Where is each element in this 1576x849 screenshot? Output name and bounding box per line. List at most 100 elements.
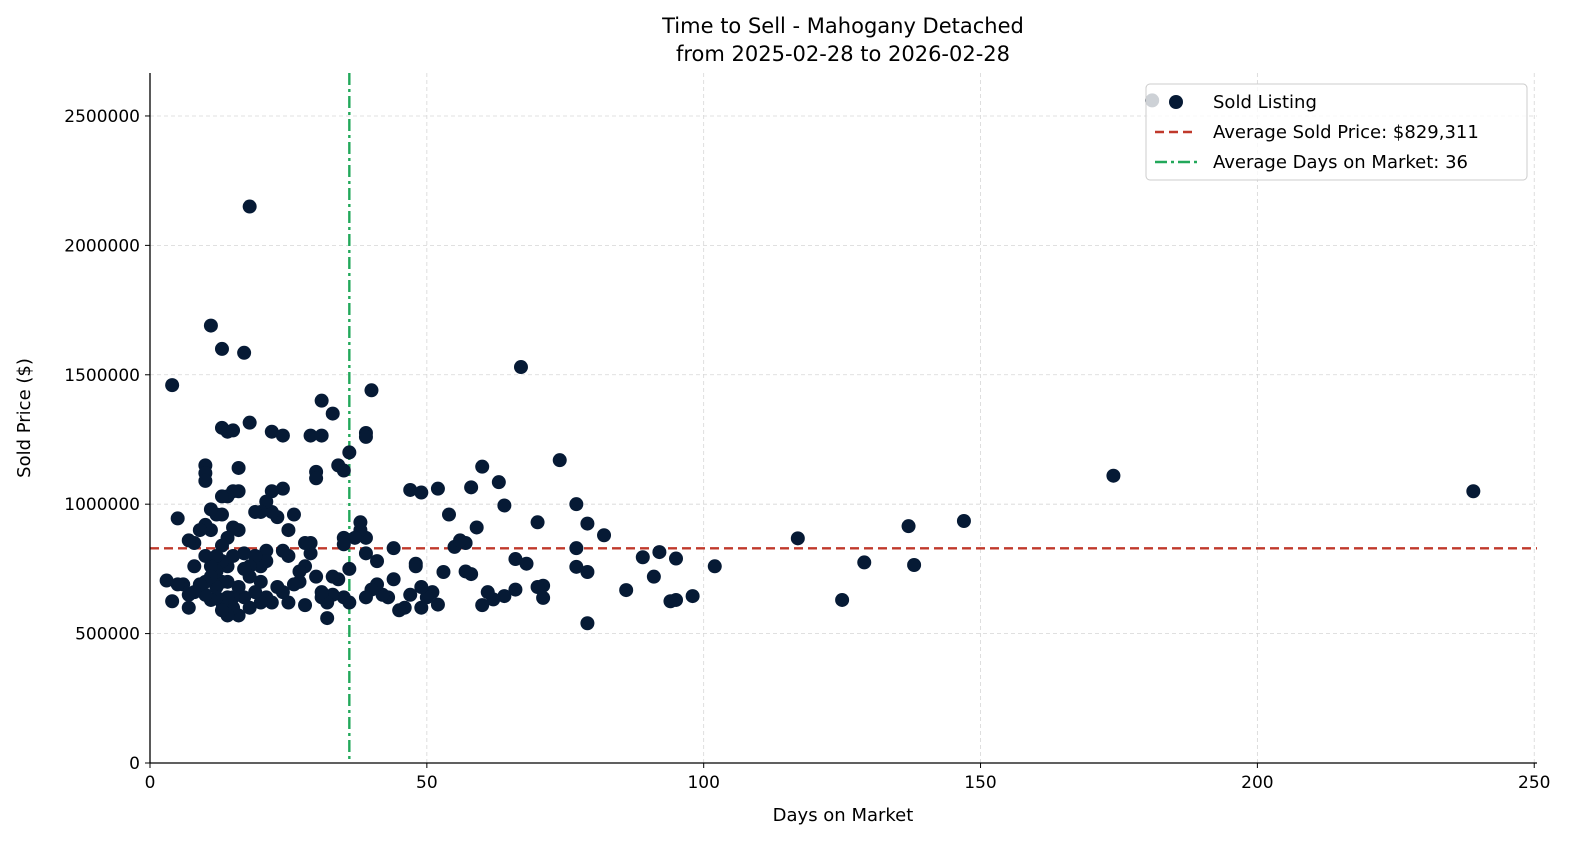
data-point [248, 585, 263, 600]
data-point [259, 494, 274, 509]
data-point [453, 533, 468, 548]
data-point [646, 569, 661, 584]
data-point [408, 559, 423, 574]
data-point [519, 556, 534, 571]
legend-label: Average Sold Price: $829,311 [1213, 122, 1479, 143]
y-axis-label: Sold Price ($) [14, 358, 35, 478]
data-point [619, 583, 634, 598]
data-point [231, 460, 246, 475]
legend: Sold Listing Average Sold Price: $829,311… [1145, 83, 1528, 181]
data-point [314, 428, 329, 443]
data-point [901, 519, 916, 534]
data-point [475, 459, 490, 474]
legend-label: Sold Listing [1213, 92, 1317, 113]
data-point [597, 528, 612, 543]
data-point [242, 600, 257, 615]
data-point [580, 516, 595, 531]
data-point [214, 603, 229, 618]
data-point [214, 538, 229, 553]
data-point [835, 592, 850, 607]
chart-subtitle: from 2025-02-28 to 2026-02-28 [676, 42, 1010, 66]
data-point [375, 587, 390, 602]
legend-box [1145, 83, 1528, 181]
data-point [325, 406, 340, 421]
data-point [170, 511, 185, 526]
data-point [530, 515, 545, 530]
data-point [392, 603, 407, 618]
data-point [226, 423, 241, 438]
data-point [226, 520, 241, 535]
data-point [414, 580, 429, 595]
data-point [491, 475, 506, 490]
data-point [226, 548, 241, 563]
data-point [569, 541, 584, 556]
data-point [1466, 484, 1481, 499]
data-point [552, 453, 567, 468]
data-point [508, 582, 523, 597]
data-point [430, 597, 445, 612]
data-point [430, 481, 445, 496]
data-point [264, 504, 279, 519]
y-tick-label: 1500000 [64, 366, 140, 386]
y-tick-label: 1000000 [64, 495, 140, 515]
data-point [419, 590, 434, 605]
data-point [165, 594, 180, 609]
reference-lines [150, 73, 1537, 763]
data-point [309, 471, 324, 486]
data-point [469, 520, 484, 535]
data-point [497, 589, 512, 604]
data-point [292, 564, 307, 579]
data-point [569, 559, 584, 574]
data-point [253, 574, 268, 589]
data-point [242, 415, 257, 430]
data-point [309, 569, 324, 584]
data-point [685, 589, 700, 604]
data-point [403, 482, 418, 497]
data-point [314, 585, 329, 600]
data-point [198, 587, 213, 602]
data-point [209, 580, 224, 595]
data-point [275, 428, 290, 443]
data-point [253, 595, 268, 610]
data-point [342, 445, 357, 460]
data-point [580, 564, 595, 579]
data-point [336, 590, 351, 605]
data-point [907, 558, 922, 573]
data-point [403, 587, 418, 602]
data-point [181, 587, 196, 602]
x-axis-label: Days on Market [773, 805, 914, 826]
data-point [281, 595, 296, 610]
data-point [386, 572, 401, 587]
data-point [508, 552, 523, 567]
data-point [286, 507, 301, 522]
data-point [1106, 468, 1121, 483]
data-point [165, 378, 180, 393]
data-point [259, 543, 274, 558]
data-point [358, 546, 373, 561]
legend-point-icon [1169, 95, 1183, 109]
data-point [635, 550, 650, 565]
data-point [159, 573, 174, 588]
x-tick-label: 200 [1241, 773, 1273, 793]
y-tick-label: 2000000 [64, 236, 140, 256]
data-point [181, 533, 196, 548]
data-point [580, 616, 595, 631]
data-point [414, 485, 429, 500]
data-point [198, 473, 213, 488]
data-point [242, 199, 257, 214]
data-point [569, 497, 584, 512]
x-tick-label: 0 [145, 773, 156, 793]
data-point [303, 428, 318, 443]
data-point [264, 484, 279, 499]
data-point [475, 598, 490, 613]
data-point [181, 600, 196, 615]
data-point [857, 555, 872, 570]
data-point [237, 590, 252, 605]
data-point [358, 429, 373, 444]
data-point [237, 345, 252, 360]
data-point [669, 592, 684, 607]
data-point [275, 543, 290, 558]
data-point [170, 577, 185, 592]
data-point [790, 531, 805, 546]
